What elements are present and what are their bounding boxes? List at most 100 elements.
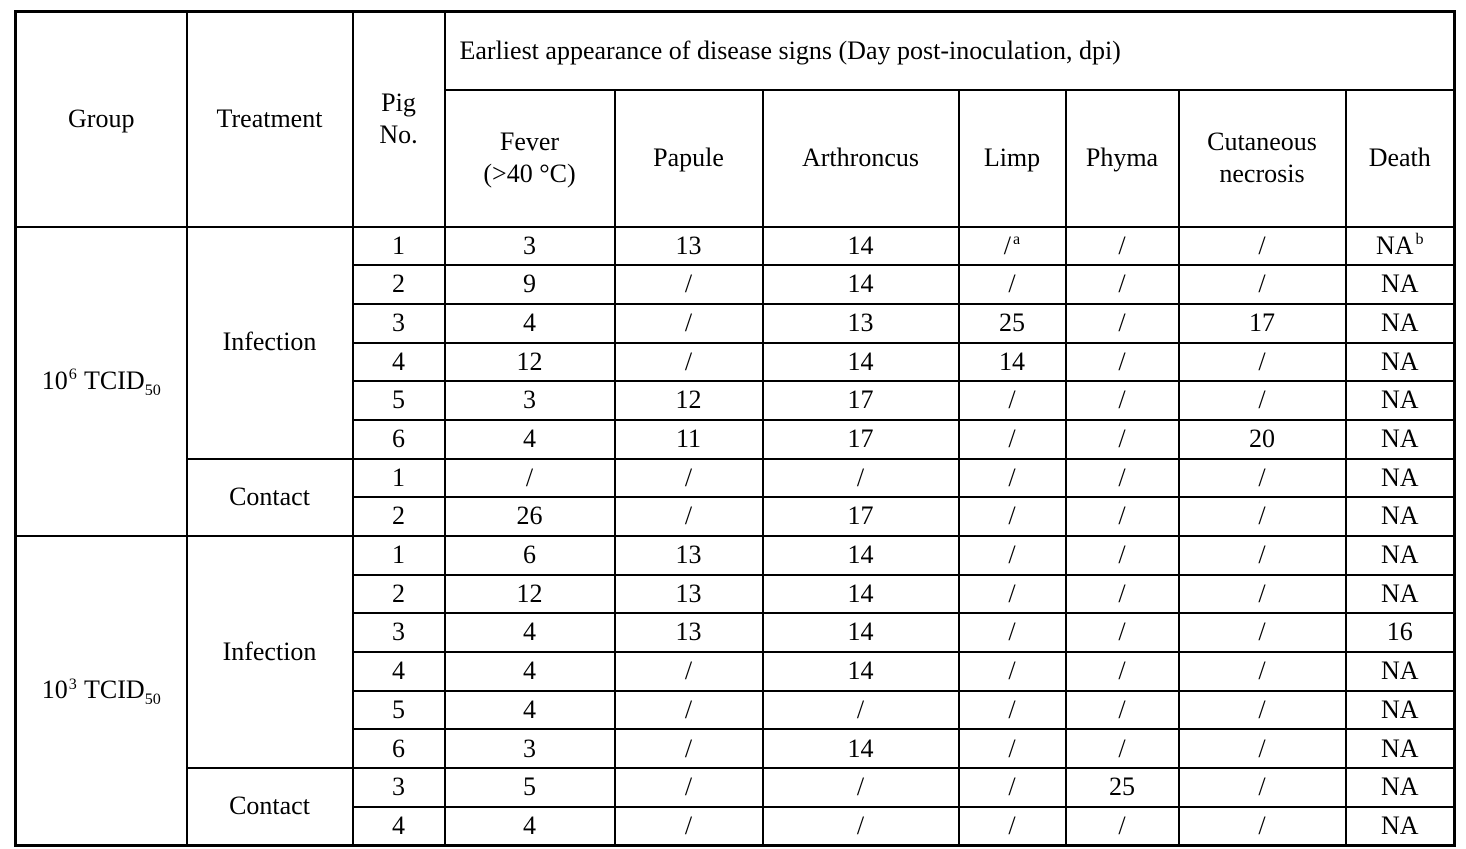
treatment-label: Infection	[185, 225, 354, 460]
pig-no-cell: 3	[351, 302, 446, 344]
group-label-base: 10	[41, 366, 68, 395]
table-row: 4 12/14 14// NA	[16, 341, 1456, 383]
papule-cell: /	[613, 651, 764, 692]
cutaneous-necrosis-cell: /	[1177, 264, 1347, 305]
papule-cell: 11	[613, 418, 764, 460]
footnote-marker: b	[1415, 230, 1424, 248]
group-label-subscript: 50	[144, 382, 161, 400]
death-cell: NA	[1344, 728, 1456, 770]
table-row: 6 3/14// / NA	[16, 728, 1456, 770]
cutaneous-necrosis-cell: /	[1177, 573, 1347, 615]
papule-cell: 13	[613, 225, 764, 267]
arthroncus-cell: 17	[761, 496, 960, 537]
pig-no-cell: 3	[351, 612, 446, 654]
limp-cell: /	[957, 496, 1067, 537]
pig-no-cell: 5	[351, 380, 446, 421]
group-label-subscript: 50	[144, 691, 161, 709]
phyma-cell: /	[1064, 612, 1180, 654]
death-cell: NA	[1344, 341, 1456, 383]
limp-cell: /	[957, 689, 1067, 731]
table-header: Group Treatment Pig No. Earliest appearan…	[14, 10, 1456, 228]
header-cutaneous-line2: necrosis	[1219, 159, 1305, 188]
papule-cell: /	[613, 689, 764, 731]
fever-cell: 4	[443, 651, 616, 692]
header-fever: Fever (>40 °C)	[443, 88, 616, 228]
death-cell: NA	[1344, 302, 1456, 344]
pig-no-cell: 3	[351, 767, 446, 808]
group-label: 103 TCID50	[14, 535, 188, 847]
pig-no-cell: 1	[351, 535, 446, 576]
cell-value: NA	[1375, 230, 1414, 260]
death-cell: NA	[1344, 573, 1456, 615]
phyma-cell: /	[1064, 457, 1180, 499]
header-fever-line1: Fever	[499, 126, 560, 156]
phyma-cell: /	[1064, 651, 1180, 692]
death-cell: NA	[1344, 535, 1456, 576]
header-fever-line2: (>40 °C)	[483, 159, 576, 188]
cutaneous-necrosis-cell: 17	[1177, 302, 1347, 344]
death-cell: NA	[1344, 767, 1456, 808]
header-span-title: Earliest appearance of disease signs (Da…	[443, 10, 1456, 91]
cutaneous-necrosis-cell: /	[1177, 496, 1347, 537]
cutaneous-necrosis-cell: /	[1177, 767, 1347, 808]
header-death: Death	[1344, 88, 1456, 228]
cutaneous-necrosis-cell: /	[1177, 341, 1347, 383]
table-row: 5 4// / / / NA	[16, 689, 1456, 731]
arthroncus-cell: 14	[761, 651, 960, 692]
table-row: 4 4// / / / NA	[16, 805, 1456, 847]
papule-cell: /	[613, 457, 764, 499]
table-row: 3 4/13 25/17 NA	[16, 302, 1456, 344]
cutaneous-necrosis-cell: /	[1177, 380, 1347, 421]
arthroncus-cell: 17	[761, 418, 960, 460]
limp-cell: / a	[957, 225, 1067, 267]
header-group: Group	[14, 10, 188, 228]
header-pig-line2: No.	[379, 120, 418, 150]
arthroncus-cell: 14	[761, 728, 960, 770]
pig-no-cell: 2	[351, 264, 446, 305]
cutaneous-necrosis-cell: /	[1177, 728, 1347, 770]
header-cutaneous-necrosis: Cutaneous necrosis	[1177, 88, 1347, 228]
limp-cell: /	[957, 805, 1067, 847]
phyma-cell: /	[1064, 225, 1180, 267]
limp-cell: /	[957, 767, 1067, 808]
fever-cell: /	[443, 457, 616, 499]
arthroncus-cell: 14	[761, 612, 960, 654]
group-label-base: 10	[41, 675, 68, 705]
cutaneous-necrosis-cell: 20	[1177, 418, 1347, 460]
pig-no-cell: 4	[351, 341, 446, 383]
limp-cell: /	[957, 651, 1067, 692]
phyma-cell: /	[1064, 689, 1180, 731]
papule-cell: 13	[613, 535, 764, 576]
table-body: 106 TCID50 Infection 1 3 13 14/a / / NA b 2 9/14// / N…	[14, 225, 1456, 847]
death-cell: NA	[1344, 689, 1456, 731]
group-label-exponent: 6	[68, 366, 77, 384]
arthroncus-cell: 14	[761, 573, 960, 615]
fever-cell: 3	[443, 380, 616, 421]
limp-cell: /	[957, 573, 1067, 615]
phyma-cell: /	[1064, 341, 1180, 383]
pig-no-cell: 5	[351, 689, 446, 731]
phyma-cell: /	[1064, 535, 1180, 576]
limp-cell: 14	[957, 341, 1067, 383]
header-row-top: Group Treatment Pig No. Earliest appearan…	[14, 10, 1456, 228]
table-row: Contact 1// / / / / NA	[16, 457, 1456, 538]
papule-cell: 12	[613, 380, 764, 421]
papule-cell: /	[613, 728, 764, 770]
arthroncus-cell: 14	[761, 341, 960, 383]
phyma-cell: /	[1064, 496, 1180, 537]
table-row: 106 TCID50 Infection 1 3 13 14/a / / NA b	[14, 225, 1456, 537]
fever-cell: 12	[443, 341, 616, 383]
table-row: 2 9/14// / NA	[16, 264, 1456, 305]
pig-no-cell: 2	[351, 496, 446, 537]
header-pig-no: Pig No.	[351, 10, 446, 228]
table-row: Contact 3 5///25/NA	[16, 767, 1456, 847]
arthroncus-cell: 17	[761, 380, 960, 421]
pig-no-cell: 2	[351, 573, 446, 615]
header-arthroncus: Arthroncus	[761, 88, 960, 228]
header-cutaneous-line1: Cutaneous	[1207, 126, 1317, 156]
death-cell: NA	[1344, 651, 1456, 692]
fever-cell: 4	[443, 612, 616, 654]
death-cell: NA	[1344, 264, 1456, 305]
header-pig-line1: Pig	[381, 87, 416, 117]
disease-signs-table: Group Treatment Pig No. Earliest appearan…	[14, 10, 1456, 847]
